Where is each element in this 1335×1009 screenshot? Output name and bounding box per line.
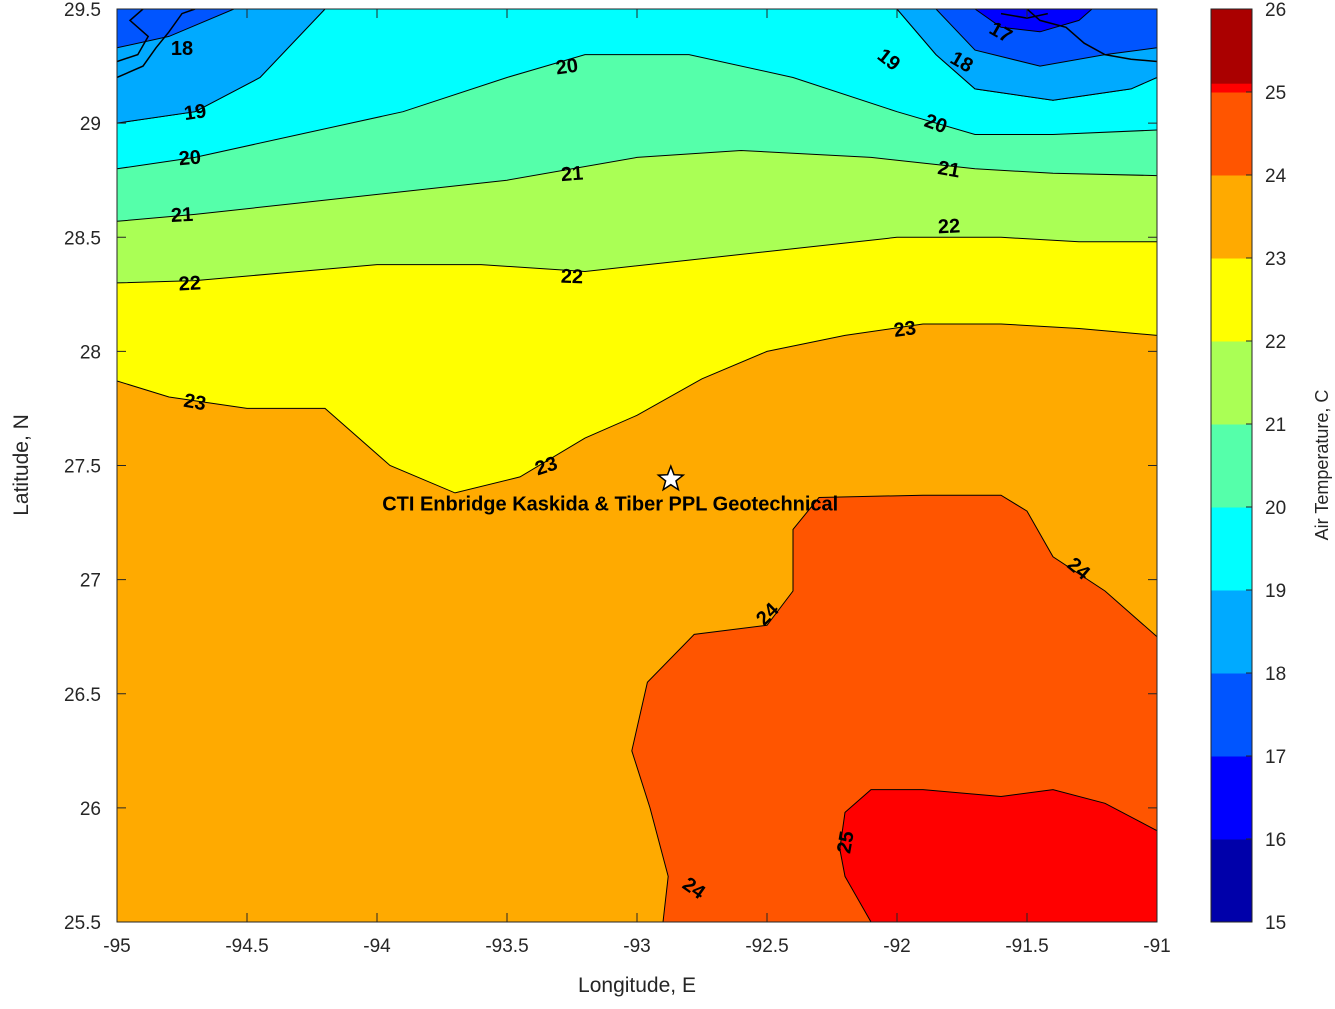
temperature-bands [117, 9, 1157, 922]
contour-label: 22 [937, 215, 960, 238]
x-tick-label: -95 [103, 936, 130, 957]
coastline [117, 9, 1157, 79]
colorbar-tick-label: 19 [1265, 581, 1286, 602]
colorbar-tick-label: 21 [1265, 415, 1286, 436]
contour-label: 19 [183, 100, 208, 125]
cold-blob [117, 9, 235, 49]
y-tick-label: 28 [80, 342, 101, 363]
colorbar-tick-label: 16 [1265, 830, 1286, 851]
site-marker [656, 464, 686, 492]
isoline-23 [117, 323, 1157, 494]
cold-region-blobs [117, 9, 1157, 124]
colorbar-swatch [1211, 756, 1252, 840]
colorbar-tick-label: 22 [1265, 332, 1286, 353]
colorbar-swatch [1211, 507, 1252, 591]
contour-label: 18 [171, 38, 193, 60]
contour-label: 21 [560, 163, 584, 186]
x-tick-label: -92 [883, 936, 910, 957]
colorbar-tick-label: 25 [1265, 83, 1286, 104]
y-tick-label: 29 [80, 114, 101, 135]
isoline-20 [117, 54, 1157, 170]
y-tick-label: 26 [80, 799, 101, 820]
star-marker [656, 464, 686, 492]
x-axis-ticks: -95 -94.5 -94 -93.5 -93 -92.5 -92 -91.5 -91 [103, 9, 1171, 957]
coastline-segment [1026, 9, 1157, 63]
x-tick-label: -93.5 [485, 936, 528, 957]
colorbar-swatch [1211, 175, 1252, 259]
colorbar-tick-label: 15 [1265, 913, 1286, 934]
x-tick-label: -94 [363, 936, 391, 957]
colorbar-swatch-top [1211, 9, 1252, 84]
cold-blob [117, 9, 326, 124]
colorbar-swatch [1211, 258, 1252, 342]
y-tick-label: 28.5 [64, 228, 101, 249]
contour-label: 20 [554, 55, 579, 80]
contour-label: 22 [560, 266, 583, 289]
colorbar-tick-label: 24 [1265, 166, 1287, 187]
colorbar-swatch [1211, 424, 1252, 508]
colorbar-tick-label: 18 [1265, 664, 1286, 685]
y-tick-label: 29.5 [64, 0, 101, 21]
contour-label: 21 [936, 157, 962, 183]
y-tick-label: 26.5 [64, 685, 101, 706]
contour-label: 22 [178, 272, 201, 295]
coastline-segment [1000, 12, 1048, 19]
x-tick-label: -91 [1143, 936, 1170, 957]
contour-label: 21 [170, 204, 193, 227]
annotations: CTI Enbridge Kaskida & Tiber PPL Geotech… [382, 493, 838, 515]
coastline-segment [117, 9, 150, 63]
colorbar-tick-label: 23 [1265, 249, 1286, 270]
colorbar-tick-label: 17 [1265, 747, 1286, 768]
colorbar-tick-label: 20 [1265, 498, 1286, 519]
x-tick-label: -93 [623, 936, 650, 957]
contour-25 [839, 789, 1157, 922]
colorbar-swatch [1211, 341, 1252, 425]
contour-label: 23 [892, 317, 917, 342]
contour-label: 25 [833, 829, 859, 855]
y-axis-label: Latitude, N [10, 414, 33, 516]
contour-label: 23 [182, 390, 208, 416]
x-tick-label: -91.5 [1005, 936, 1048, 957]
colorbar-swatch [1211, 92, 1252, 176]
y-tick-label: 27.5 [64, 457, 101, 478]
site-annotation: CTI Enbridge Kaskida & Tiber PPL Geotech… [382, 493, 838, 515]
coastline-segment [117, 9, 196, 79]
x-axis-label: Longitude, E [578, 974, 696, 997]
x-tick-label: -92.5 [745, 936, 788, 957]
y-tick-label: 25.5 [64, 913, 101, 934]
colorbar-swatch [1211, 673, 1252, 757]
colorbar-swatch [1211, 590, 1252, 674]
x-tick-label: -94.5 [225, 936, 268, 957]
y-tick-label: 27 [80, 571, 101, 592]
colorbar-tick-label: 26 [1265, 0, 1286, 21]
isoline-22 [117, 236, 1157, 284]
contour-label: 20 [178, 146, 202, 170]
colorbar-label: Air Temperature, C [1312, 390, 1332, 541]
colorbar: 15 16 17 18 19 20 21 22 23 24 25 26 [1210, 0, 1287, 934]
y-axis-ticks: 25.5 26 26.5 27 27.5 28 28.5 29 29.5 [64, 0, 1157, 934]
band-19-20 [117, 9, 1157, 169]
colorbar-swatch [1211, 839, 1252, 923]
isoline-21 [117, 149, 1157, 222]
colorbar-frame [1210, 8, 1253, 923]
